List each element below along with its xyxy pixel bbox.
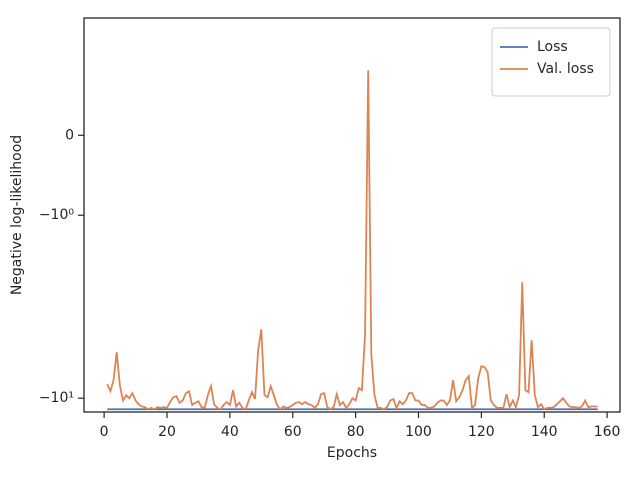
x-tick-label: 140	[531, 424, 558, 440]
y-tick-label: 0	[65, 127, 74, 143]
x-tick-label: 80	[347, 424, 365, 440]
y-tick-label: −10⁰	[39, 207, 75, 223]
x-tick-label: 20	[158, 424, 176, 440]
x-tick-label: 120	[468, 424, 495, 440]
x-axis-label: Epochs	[327, 445, 377, 461]
x-tick-label: 160	[594, 424, 621, 440]
y-tick-label: −10¹	[39, 390, 74, 406]
x-tick-label: 0	[100, 424, 109, 440]
x-tick-label: 100	[405, 424, 432, 440]
legend-box	[491, 27, 611, 97]
y-axis-label: Negative log-likelihood	[9, 135, 25, 295]
x-tick-label: 60	[284, 424, 302, 440]
line-series	[106, 70, 598, 411]
legend-label: Loss	[537, 39, 568, 55]
plot-frame	[83, 17, 621, 413]
x-tick-label: 40	[221, 424, 239, 440]
legend-label: Val. loss	[537, 61, 594, 77]
